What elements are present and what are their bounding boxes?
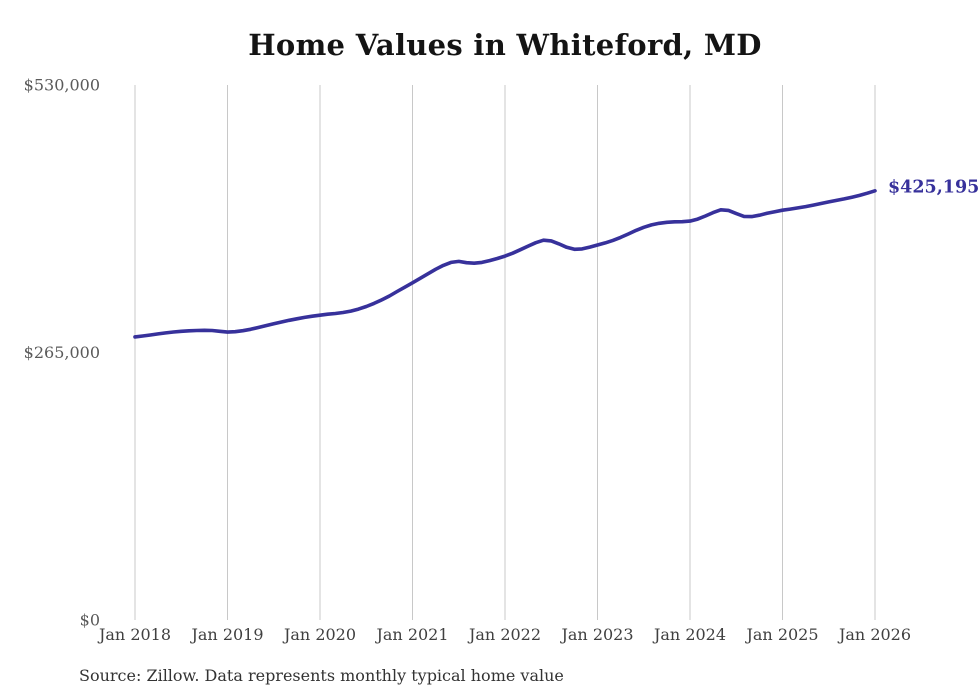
y-tick-label: $0: [80, 611, 100, 630]
x-tick-label: Jan 2022: [467, 625, 541, 644]
y-tick-label: $265,000: [24, 343, 100, 362]
y-tick-label: $530,000: [24, 76, 100, 95]
x-tick-label: Jan 2020: [282, 625, 356, 644]
chart-title: Home Values in Whiteford, MD: [248, 28, 762, 62]
x-tick-label: Jan 2019: [189, 625, 263, 644]
current-value-label: $425,195: [888, 177, 979, 197]
x-tick-label: Jan 2023: [559, 625, 633, 644]
x-tick-label: Jan 2018: [97, 625, 171, 644]
x-tick-label: Jan 2021: [374, 625, 448, 644]
source-note: Source: Zillow. Data represents monthly …: [79, 666, 564, 685]
home-value-line: [133, 189, 877, 339]
x-tick-label: Jan 2026: [837, 625, 911, 644]
x-tick-label: Jan 2024: [652, 625, 726, 644]
x-tick-label: Jan 2025: [744, 625, 818, 644]
